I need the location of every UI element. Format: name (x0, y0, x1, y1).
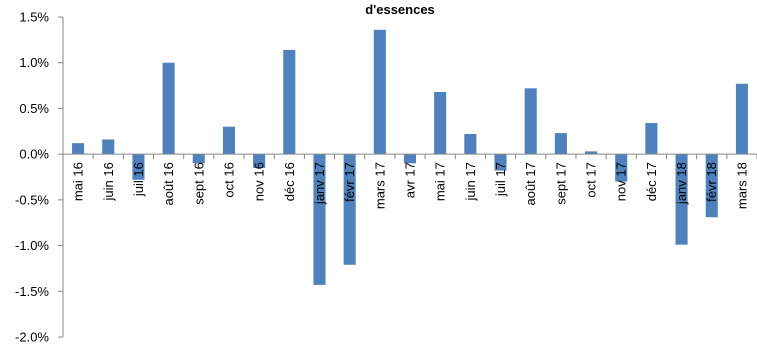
bar (192, 154, 205, 164)
bar (464, 134, 477, 155)
x-tick-label: déc 17 (644, 162, 659, 201)
bar (434, 91, 447, 155)
x-tick-label: oct 16 (221, 162, 236, 197)
x-tick-label: févr 17 (342, 162, 357, 202)
x-tick-label: mai 17 (433, 162, 448, 201)
bar (585, 151, 598, 155)
bar (222, 126, 235, 155)
y-tick-label: 0.0% (19, 147, 49, 162)
bar (72, 143, 85, 155)
x-tick-label: août 16 (161, 162, 176, 205)
x-tick-label: sept 16 (191, 162, 206, 205)
chart-title: d'essences (365, 2, 435, 17)
x-tick-label: juil 17 (493, 162, 508, 197)
y-tick-label: 1.5% (19, 10, 49, 25)
bar (615, 154, 628, 182)
y-tick-label: -1.0% (15, 238, 49, 253)
x-tick-label: juin 16 (101, 162, 116, 201)
bar (253, 154, 266, 168)
bar (373, 29, 386, 155)
x-tick-label: août 17 (523, 162, 538, 205)
x-tick-label: juil 16 (131, 162, 146, 197)
bar (524, 88, 537, 155)
x-tick-label: déc 16 (282, 162, 297, 201)
x-tick-label: oct 17 (584, 162, 599, 197)
y-axis-ticks: 1.5% 1.0% 0.5% 0.0% -0.5% -1.0% -1.5% -2.0% (15, 10, 63, 345)
x-tick-label: mars 18 (734, 162, 749, 209)
bar (102, 139, 115, 155)
y-tick-label: -2.0% (15, 330, 49, 345)
x-tick-label: nov 16 (252, 162, 267, 201)
bar (283, 49, 296, 155)
bar (494, 154, 507, 171)
bar (554, 133, 567, 155)
y-tick-label: 1.0% (19, 55, 49, 70)
x-tick-label: juin 17 (463, 162, 478, 201)
y-tick-label: -0.5% (15, 192, 49, 207)
bars-group (72, 29, 748, 285)
bar (403, 154, 417, 164)
x-tick-label: mars 17 (372, 162, 387, 209)
x-tick-label: avr 17 (403, 162, 418, 198)
bar (162, 62, 175, 155)
bar (645, 123, 658, 155)
bar (675, 154, 688, 245)
bar (343, 154, 356, 265)
y-tick-label: -1.5% (15, 284, 49, 299)
bar (705, 154, 718, 218)
bar (735, 83, 748, 155)
x-tick-label: févr 18 (704, 162, 719, 202)
x-tick-label: janv 18 (674, 162, 689, 205)
x-tick-label: nov 17 (614, 162, 629, 201)
x-tick-label: mai 16 (71, 162, 86, 201)
x-tick-label: janv 17 (312, 162, 327, 205)
x-tick-label: sept 17 (553, 162, 568, 205)
bar (132, 154, 145, 180)
x-axis-ticks: mai 16 juin 16 juil 16 août 16 sept 16 oct 16… (62, 154, 757, 209)
y-tick-label: 0.5% (19, 101, 49, 116)
bar (313, 154, 326, 285)
